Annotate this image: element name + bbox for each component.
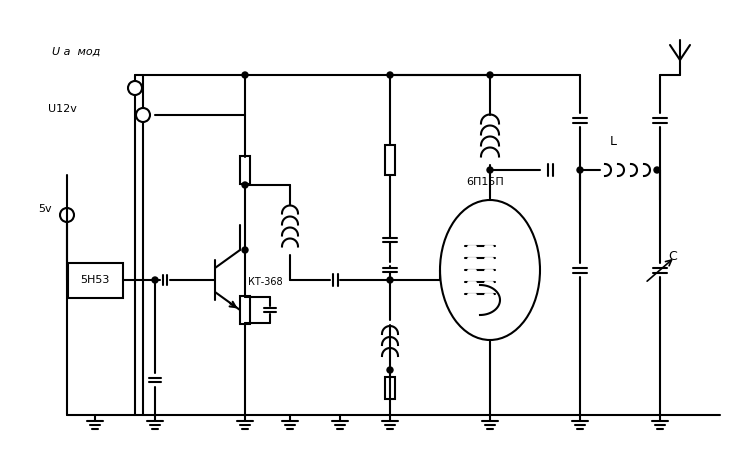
Circle shape <box>387 277 393 283</box>
Circle shape <box>387 367 393 373</box>
Circle shape <box>487 167 493 173</box>
Circle shape <box>487 72 493 78</box>
Text: 6П15П: 6П15П <box>466 177 504 187</box>
Bar <box>67 263 122 298</box>
Bar <box>385 377 395 399</box>
Circle shape <box>387 72 393 78</box>
Text: 5v: 5v <box>38 204 51 214</box>
Circle shape <box>577 167 583 173</box>
Text: U12v: U12v <box>48 104 77 114</box>
Circle shape <box>242 182 248 188</box>
Text: КТ-368: КТ-368 <box>248 277 283 287</box>
Circle shape <box>152 277 158 283</box>
Circle shape <box>654 167 660 173</box>
Bar <box>385 145 395 175</box>
Text: C: C <box>668 250 677 263</box>
Text: L: L <box>610 135 617 148</box>
Text: U a  мод: U a мод <box>52 47 101 57</box>
Circle shape <box>242 72 248 78</box>
Text: 5Н53: 5Н53 <box>81 275 110 285</box>
Bar <box>240 156 250 184</box>
Circle shape <box>242 247 248 253</box>
Bar <box>240 296 250 324</box>
